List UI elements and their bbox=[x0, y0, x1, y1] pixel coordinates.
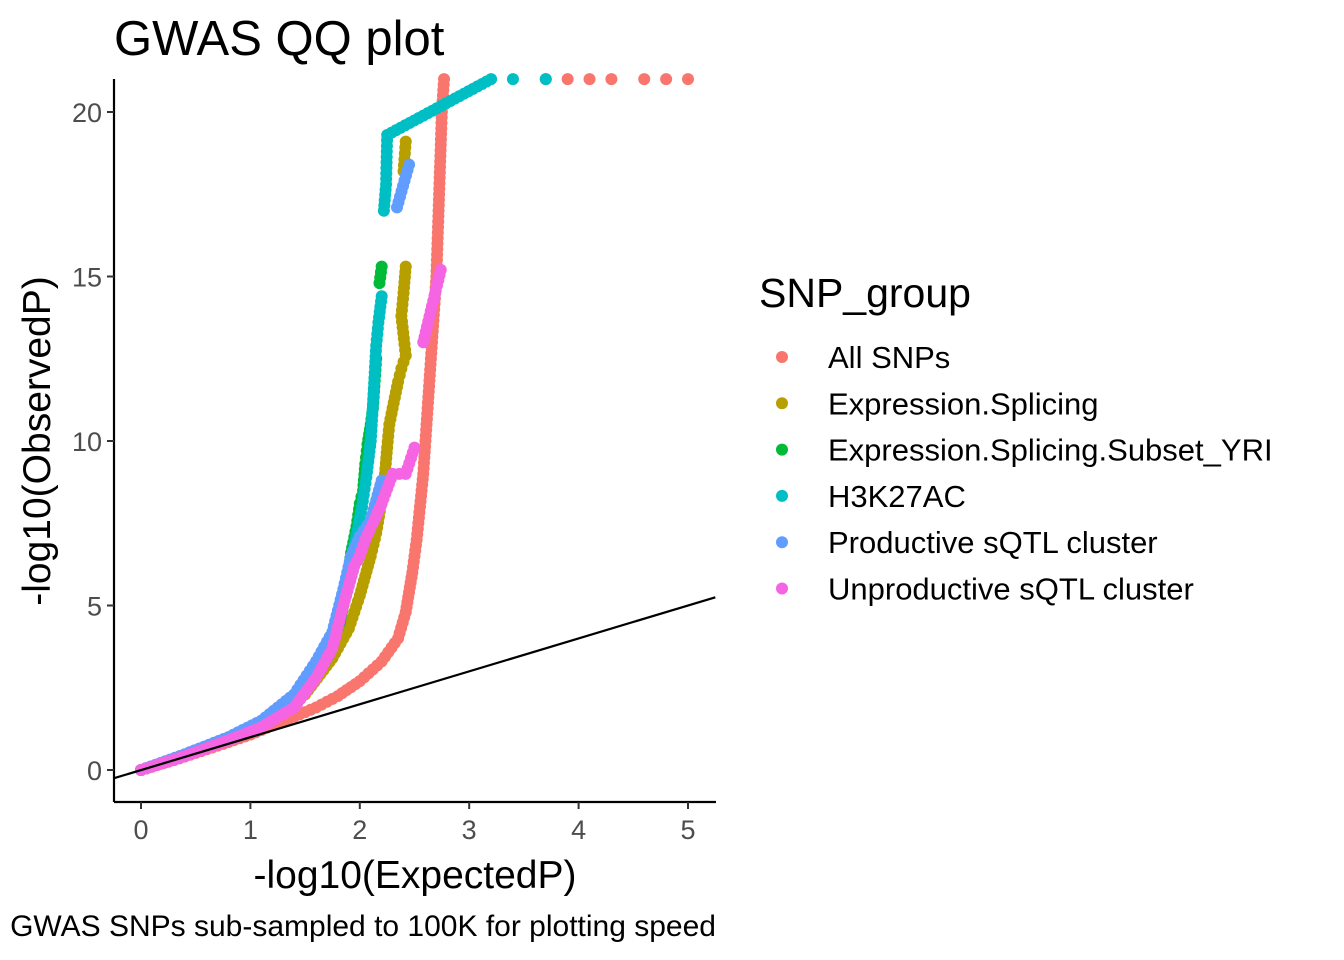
points-layer bbox=[135, 73, 694, 776]
data-point bbox=[434, 263, 447, 276]
x-tick-label: 5 bbox=[680, 815, 695, 845]
data-point bbox=[638, 73, 651, 86]
x-axis-label: -log10(ExpectedP) bbox=[253, 854, 576, 897]
legend-key-icon bbox=[776, 489, 788, 502]
y-tick-label: 0 bbox=[87, 756, 102, 786]
x-tick-label: 4 bbox=[571, 815, 586, 845]
data-point bbox=[375, 260, 388, 273]
data-point bbox=[583, 73, 596, 86]
data-point bbox=[399, 135, 412, 148]
legend-key-icon bbox=[776, 351, 788, 363]
y-tick-label: 20 bbox=[72, 98, 102, 128]
data-point bbox=[660, 73, 673, 86]
x-axis-ticks: 0 1 2 3 4 5 bbox=[133, 802, 696, 845]
legend-item: Unproductive sQTL cluster bbox=[776, 572, 1194, 607]
data-point bbox=[605, 73, 618, 86]
legend-label: Unproductive sQTL cluster bbox=[828, 572, 1194, 607]
legend-key-icon bbox=[776, 443, 788, 456]
legend: SNP_group All SNPs Expression.Splicing Exp… bbox=[759, 270, 1273, 607]
legend-item: H3K27AC bbox=[776, 479, 966, 514]
legend-key-icon bbox=[776, 582, 788, 595]
legend-key-icon bbox=[776, 397, 788, 410]
legend-label: Expression.Splicing.Subset_YRI bbox=[828, 433, 1273, 468]
data-point bbox=[682, 73, 694, 86]
series-0 bbox=[135, 73, 694, 776]
x-tick-label: 2 bbox=[352, 815, 367, 845]
x-tick-label: 3 bbox=[462, 815, 477, 845]
plot-area bbox=[113, 73, 716, 780]
legend-item: All SNPs bbox=[776, 340, 950, 375]
x-tick-label: 1 bbox=[243, 815, 258, 845]
y-tick-label: 10 bbox=[72, 427, 102, 457]
legend-items: All SNPs Expression.Splicing Expression.Sp… bbox=[776, 340, 1273, 607]
data-point bbox=[399, 260, 412, 273]
legend-item: Expression.Splicing.Subset_YRI bbox=[776, 433, 1273, 468]
data-point bbox=[403, 158, 416, 171]
legend-item: Productive sQTL cluster bbox=[776, 525, 1158, 560]
data-point bbox=[408, 441, 421, 454]
x-tick-label: 0 bbox=[133, 815, 148, 845]
data-point bbox=[438, 73, 451, 86]
data-point bbox=[561, 73, 574, 86]
data-point bbox=[485, 73, 498, 86]
y-axis-label: -log10(ObservedP) bbox=[16, 276, 59, 605]
reference-line bbox=[113, 596, 716, 780]
y-tick-label: 15 bbox=[72, 263, 102, 293]
legend-item: Expression.Splicing bbox=[776, 386, 1099, 421]
plot-caption: All GWAS SNPs sub-sampled to 100K for pl… bbox=[0, 910, 716, 943]
y-tick-label: 5 bbox=[87, 592, 102, 622]
data-point bbox=[506, 73, 519, 86]
series-3 bbox=[135, 73, 552, 776]
legend-label: H3K27AC bbox=[828, 479, 966, 514]
series-5 bbox=[135, 263, 447, 776]
data-point bbox=[539, 73, 552, 86]
legend-label: Productive sQTL cluster bbox=[828, 525, 1158, 560]
y-axis-ticks: 0 5 10 15 20 bbox=[72, 98, 114, 786]
legend-label: All SNPs bbox=[828, 340, 950, 375]
chart-title: GWAS QQ plot bbox=[114, 12, 445, 66]
legend-title: SNP_group bbox=[759, 270, 971, 316]
legend-key-icon bbox=[776, 536, 788, 549]
series-2 bbox=[135, 260, 388, 776]
data-point bbox=[375, 290, 388, 303]
legend-label: Expression.Splicing bbox=[828, 386, 1099, 421]
